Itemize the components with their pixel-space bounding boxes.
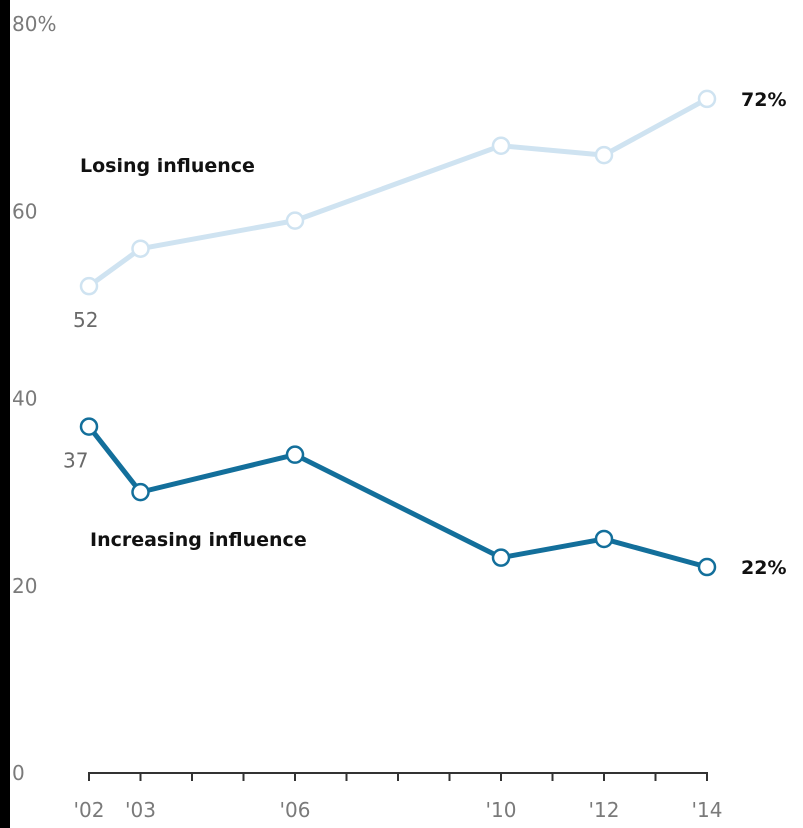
x-axis: '02 '03 '06 '10 '12 '14	[74, 772, 723, 822]
y-axis-labels: 0 20 40 60 80%	[12, 12, 56, 785]
data-point	[491, 136, 511, 155]
data-point	[594, 529, 614, 549]
x-tick-label: '03	[125, 798, 156, 822]
series-name-label: Losing influence	[80, 155, 255, 177]
series-increasing-influence: 37 22% Increasing influence	[63, 417, 786, 579]
data-point	[285, 445, 305, 464]
y-tick-label: 60	[12, 199, 37, 223]
series-name-label: Increasing influence	[90, 529, 307, 551]
start-value-label: 37	[63, 449, 88, 473]
x-tick-label: '02	[74, 798, 105, 822]
data-point	[491, 548, 511, 567]
x-tick-label: '12	[589, 798, 620, 822]
data-point	[131, 482, 150, 502]
data-point	[594, 145, 614, 165]
data-point	[79, 276, 99, 296]
series-losing-influence: 52 72% Losing influence	[73, 89, 786, 332]
data-point	[697, 89, 717, 109]
series-layer: 52 72% Losing influence 37 22% Increasing inf…	[63, 89, 786, 579]
data-point	[697, 557, 717, 577]
y-tick-label: 80%	[12, 12, 56, 36]
y-tick-label: 0	[12, 761, 25, 785]
chart-area	[10, 0, 803, 828]
series-line	[86, 96, 710, 289]
series-line	[86, 424, 710, 570]
end-value-label: 22%	[741, 557, 786, 579]
data-point	[79, 417, 99, 436]
x-tick-label: '10	[486, 798, 517, 822]
data-point	[285, 211, 305, 230]
end-value-label: 72%	[741, 89, 786, 111]
y-tick-label: 20	[12, 574, 37, 598]
start-value-label: 52	[73, 308, 98, 332]
data-point	[131, 239, 150, 258]
y-tick-label: 40	[12, 387, 37, 411]
x-tick-label: '06	[280, 798, 311, 822]
left-frame	[0, 0, 10, 828]
x-tick-label: '14	[692, 798, 723, 822]
